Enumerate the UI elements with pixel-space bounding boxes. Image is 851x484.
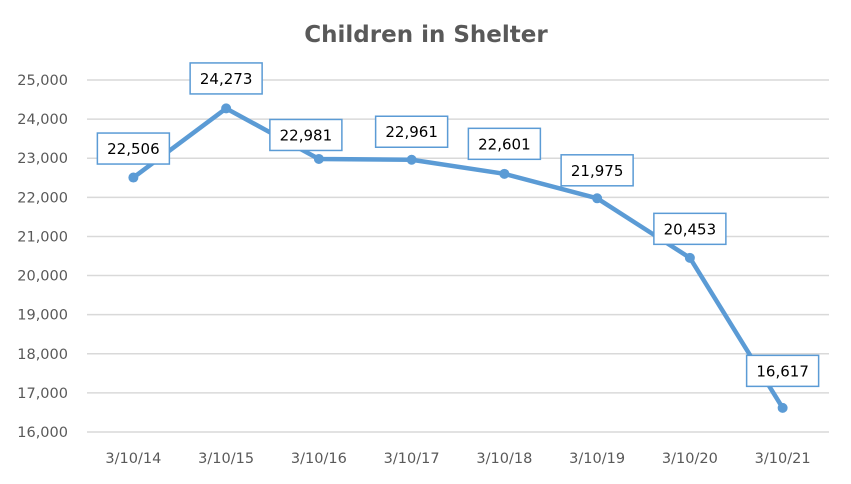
data-label-text: 24,273 — [200, 70, 253, 88]
y-axis-ticks: 16,000 17,000 18,000 19,000 20,000 21,000 22,0… — [17, 73, 68, 441]
y-tick-label: 25,000 — [17, 73, 68, 89]
x-tick-label: 3/10/14 — [105, 451, 161, 467]
data-label-box — [96, 132, 171, 165]
x-tick-label: 3/10/20 — [662, 451, 718, 467]
series-line — [131, 106, 785, 411]
y-tick-label: 23,000 — [17, 151, 68, 167]
data-label-text: 16,617 — [756, 362, 809, 380]
data-point — [592, 193, 603, 204]
data-label-box — [374, 115, 449, 148]
data-point — [221, 103, 232, 114]
data-label-text: 22,601 — [478, 135, 531, 153]
x-axis-ticks: 3/10/14 3/10/15 3/10/16 3/10/17 3/10/18 3/10/… — [105, 451, 810, 467]
data-label: 22,506 — [96, 132, 171, 165]
data-label: 24,273 — [189, 62, 263, 95]
data-label: 16,617 — [745, 354, 820, 388]
y-tick-label: 24,000 — [17, 112, 68, 128]
data-label-box — [745, 354, 820, 388]
y-tick-label: 19,000 — [17, 308, 68, 324]
data-label-box — [467, 127, 542, 161]
data-point — [499, 168, 510, 179]
data-label: 21,975 — [560, 154, 634, 187]
series-line-path — [131, 106, 785, 411]
x-tick-label: 3/10/21 — [755, 451, 811, 467]
data-point — [406, 154, 417, 165]
x-tick-label: 3/10/19 — [569, 451, 625, 467]
data-point — [313, 153, 324, 164]
y-tick-label: 20,000 — [17, 269, 68, 285]
data-label-box — [560, 154, 634, 187]
data-label: 20,453 — [653, 212, 727, 246]
data-point — [684, 252, 695, 263]
y-tick-label: 22,000 — [17, 190, 68, 206]
y-tick-label: 17,000 — [17, 386, 68, 402]
data-label: 22,961 — [374, 115, 449, 148]
data-label-box — [269, 118, 343, 152]
y-tick-label: 18,000 — [17, 347, 68, 363]
data-label: 22,601 — [467, 127, 542, 161]
data-label-text: 22,506 — [107, 140, 160, 158]
y-tick-label: 21,000 — [17, 229, 68, 245]
data-label-box — [653, 212, 727, 246]
data-points — [128, 103, 788, 413]
data-label-text: 22,981 — [280, 126, 333, 144]
x-tick-label: 3/10/18 — [476, 451, 532, 467]
data-label-box — [189, 62, 263, 95]
data-point — [777, 402, 788, 413]
x-tick-label: 3/10/16 — [291, 451, 347, 467]
data-label-text: 22,961 — [385, 123, 438, 141]
data-point — [128, 172, 139, 183]
data-labels: 22,506 24,273 22,981 22,961 22,601 21,975 20,4… — [96, 62, 820, 388]
data-label-text: 21,975 — [571, 162, 624, 180]
x-tick-label: 3/10/17 — [384, 451, 440, 467]
y-tick-label: 16,000 — [17, 425, 68, 441]
x-tick-label: 3/10/15 — [198, 451, 254, 467]
gridlines — [87, 79, 829, 433]
chart-title: Children in Shelter — [304, 22, 548, 48]
data-label: 22,981 — [269, 118, 343, 152]
data-label-text: 20,453 — [664, 220, 717, 238]
